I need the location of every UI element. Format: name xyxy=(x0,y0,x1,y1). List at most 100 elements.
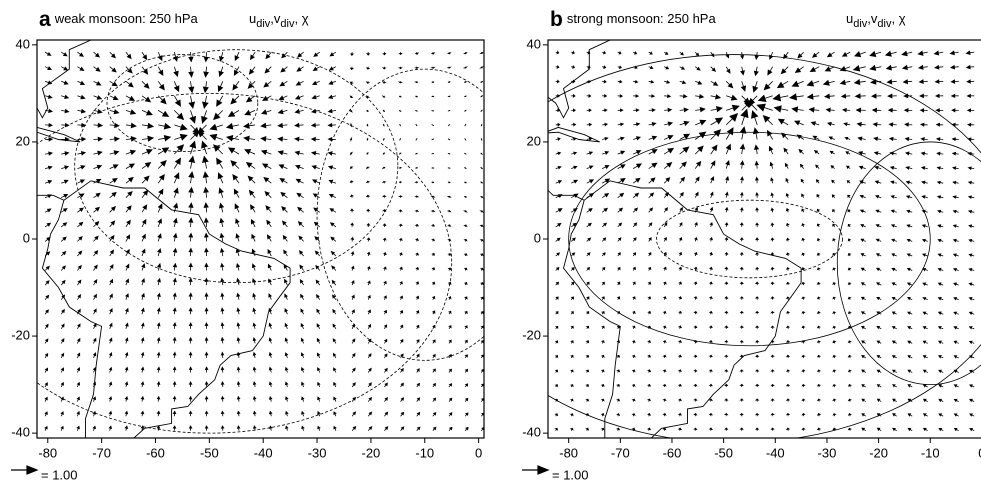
wind-vector xyxy=(801,412,806,417)
wind-vector xyxy=(60,222,68,228)
wind-vector xyxy=(967,180,975,185)
wind-vector xyxy=(693,251,698,257)
wind-vector xyxy=(785,192,790,198)
wind-vector xyxy=(617,252,621,257)
wind-vector xyxy=(277,122,288,129)
wind-vector xyxy=(447,153,451,155)
wind-vector xyxy=(969,384,975,388)
wind-vector xyxy=(330,236,337,242)
wind-vector xyxy=(601,192,610,199)
wind-vector xyxy=(45,108,53,114)
wind-vector xyxy=(616,340,621,344)
wind-vector xyxy=(816,383,821,388)
wind-vector xyxy=(479,210,484,213)
wind-vector xyxy=(739,369,744,373)
wind-vector xyxy=(383,295,387,300)
wind-vector xyxy=(694,191,699,198)
wind-vector xyxy=(801,208,805,213)
wind-vector xyxy=(752,81,759,93)
y-tick-label: -40 xyxy=(11,425,30,440)
wind-vector xyxy=(708,412,714,417)
wind-vector xyxy=(586,50,591,55)
wind-vector xyxy=(250,204,256,213)
wind-vector xyxy=(367,309,371,315)
wind-vector xyxy=(890,180,897,185)
wind-vector xyxy=(861,369,866,373)
wind-vector xyxy=(480,310,484,315)
wind-vector xyxy=(788,93,804,101)
wind-vector xyxy=(586,122,593,127)
wind-vector xyxy=(188,425,193,431)
wind-vector xyxy=(677,383,683,388)
title-text: strong monsoon: 250 hPa xyxy=(567,11,717,26)
wind-vector xyxy=(769,51,774,60)
wind-vector xyxy=(108,381,113,388)
wind-vector xyxy=(937,311,944,315)
wind-vector xyxy=(739,251,744,257)
wind-vector xyxy=(602,165,610,170)
wind-vector xyxy=(464,95,467,98)
wind-vector xyxy=(415,95,418,98)
wind-vector xyxy=(431,167,435,169)
wind-vector xyxy=(937,209,944,214)
wind-vector xyxy=(315,279,321,286)
wind-vector xyxy=(77,236,83,242)
wind-vector xyxy=(262,95,272,101)
wind-vector xyxy=(366,109,369,113)
x-tick-label: -50 xyxy=(714,445,733,460)
wind-vector xyxy=(816,412,822,417)
wind-vector xyxy=(93,264,98,271)
wind-vector xyxy=(367,324,371,329)
wind-vector xyxy=(333,396,337,402)
wind-vector xyxy=(172,277,177,286)
wind-vector xyxy=(366,123,369,127)
wind-vector xyxy=(124,337,129,344)
wind-vector xyxy=(124,351,129,359)
wind-vector xyxy=(157,95,167,105)
wind-vector xyxy=(870,79,882,85)
wind-vector xyxy=(384,382,388,388)
wind-vector xyxy=(632,163,642,169)
x-tick-label: -60 xyxy=(663,445,682,460)
wind-vector xyxy=(616,310,621,315)
wind-vector xyxy=(648,192,655,198)
wind-vector xyxy=(174,144,185,155)
wind-vector xyxy=(328,80,337,85)
wind-vector xyxy=(784,162,789,169)
wind-vector xyxy=(662,354,667,359)
wind-vector xyxy=(415,152,418,155)
wind-vector xyxy=(950,79,959,84)
wind-vector xyxy=(415,295,420,300)
wind-vector xyxy=(141,81,150,89)
wind-vector xyxy=(951,151,959,156)
wind-vector xyxy=(936,195,944,199)
wind-vector xyxy=(174,133,188,141)
wind-vector xyxy=(797,51,804,59)
wind-vector xyxy=(45,137,54,142)
wind-vector xyxy=(841,51,851,57)
wind-vector xyxy=(724,383,729,388)
wind-vector xyxy=(268,395,273,402)
wind-vector xyxy=(156,322,161,329)
wind-vector xyxy=(830,165,835,169)
wind-vector xyxy=(108,322,113,329)
x-tick-label: -70 xyxy=(611,445,630,460)
wind-vector xyxy=(570,267,575,271)
var-subscript: div xyxy=(256,18,271,30)
wind-vector xyxy=(739,296,744,300)
wind-vector xyxy=(816,208,821,213)
wind-vector xyxy=(124,381,129,388)
wind-vector xyxy=(316,337,321,344)
wind-vector xyxy=(463,238,468,242)
wind-vector xyxy=(770,207,775,213)
wind-vector xyxy=(571,151,578,156)
wind-vector xyxy=(847,311,852,315)
wind-vector xyxy=(847,223,852,228)
wind-vector xyxy=(921,238,928,243)
wind-vector xyxy=(874,195,882,199)
wind-vector xyxy=(209,123,223,131)
wind-vector xyxy=(263,80,272,88)
wind-vector xyxy=(739,160,745,169)
wind-vector xyxy=(678,340,683,344)
wind-vector xyxy=(283,263,288,271)
